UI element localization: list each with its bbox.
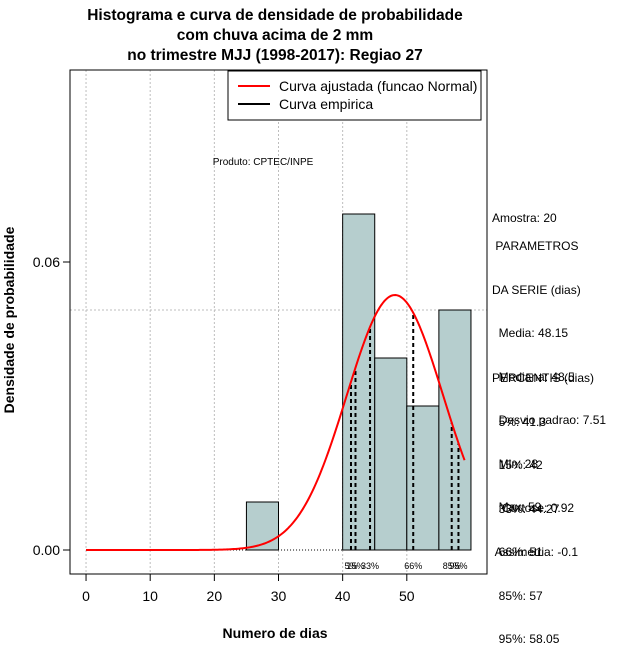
std-dev-value: Desvio padrao: 7.51 — [492, 413, 607, 427]
percentile-label: 15% — [346, 561, 364, 571]
percentile-33: 33%: 44.27 — [492, 501, 560, 516]
median-value: Mediana: 48.5 — [492, 369, 575, 384]
histogram-bars — [86, 213, 472, 551]
sample-size: Amostra: 20 — [492, 211, 557, 225]
min-value: Min: 28 — [492, 456, 539, 471]
x-tick-label: 40 — [335, 588, 351, 604]
legend-empirical-label: Curva empirica — [279, 96, 373, 112]
histogram-bar — [245, 501, 280, 551]
percentiles-panel: PERCENTIS (dias) 5%: 41.3 15%: 42 33%: 4… — [492, 342, 594, 661]
percentile-95: 95%: 58.05 — [492, 632, 560, 646]
percentile-label: 33% — [361, 561, 379, 571]
percentile-66: 66%: 51 — [492, 545, 543, 559]
legend-box — [227, 70, 482, 121]
x-axis-label: Numero de dias — [222, 625, 327, 641]
chart-title-line-2: com chuva acima de 2 mm — [177, 27, 373, 44]
percentile-label: 85% — [443, 561, 461, 571]
percentile-5: 5%: 41.3 — [492, 414, 547, 429]
percentile-label: 95% — [449, 561, 467, 571]
y-axis: 0.00 0.06 — [33, 254, 71, 558]
density-curve — [86, 294, 466, 551]
x-tick-label: 50 — [399, 588, 415, 604]
histogram-bar — [406, 405, 440, 551]
skewness-value: Assimetria: -0.1 — [492, 544, 579, 559]
x-axis: 0 10 20 30 40 50 — [82, 573, 415, 604]
percentile-85: 85%: 57 — [492, 588, 543, 603]
shape-statistics: Curtose: 0.92 Assimetria: -0.1 — [492, 472, 578, 574]
x-tick-label: 0 — [82, 588, 90, 604]
percentile-15: 15%: 42 — [492, 458, 543, 472]
legend-normal-label: Curva ajustada (funcao Normal) — [279, 78, 477, 94]
max-value: Max: 59 — [492, 500, 542, 514]
series-parameters: PARAMETROS DA SERIE (dias) Media: 48.15 … — [492, 210, 606, 529]
chart-title-line-1: Histograma e curva de densidade de proba… — [87, 7, 463, 24]
y-tick-label: 0.06 — [33, 254, 60, 270]
parameters-title: PARAMETROS — [492, 239, 579, 253]
y-axis-label: Densidade de probabilidade — [1, 226, 17, 413]
x-tick-label: 10 — [142, 588, 158, 604]
percentile-lines: 5%15%33% 66% 85%95% — [344, 312, 467, 571]
percentile-label: 5% — [344, 561, 357, 571]
parameters-subtitle: DA SERIE (dias) — [492, 282, 581, 297]
legend: Curva ajustada (funcao Normal) Curva emp… — [227, 70, 482, 121]
y-tick-label: 0.00 — [33, 542, 60, 558]
chart-title-line-3: no trimestre MJJ (1998-2017): Regiao 27 — [127, 47, 422, 64]
histogram-bar — [374, 357, 408, 551]
statistics-panel: Amostra: 20 — [492, 182, 557, 240]
x-tick-label: 30 — [271, 588, 287, 604]
normal-curve-line — [86, 294, 466, 551]
chart-title: Histograma e curva de densidade de proba… — [87, 7, 463, 64]
percentiles-title: PERCENTIS (dias) — [492, 371, 595, 385]
percentile-label: 66% — [404, 561, 422, 571]
x-tick-label: 20 — [207, 588, 223, 604]
kurtosis-value: Curtose: 0.92 — [492, 501, 575, 515]
product-annotation: Produto: CPTEC/INPE — [213, 157, 314, 168]
mean-value: Media: 48.15 — [492, 326, 569, 340]
